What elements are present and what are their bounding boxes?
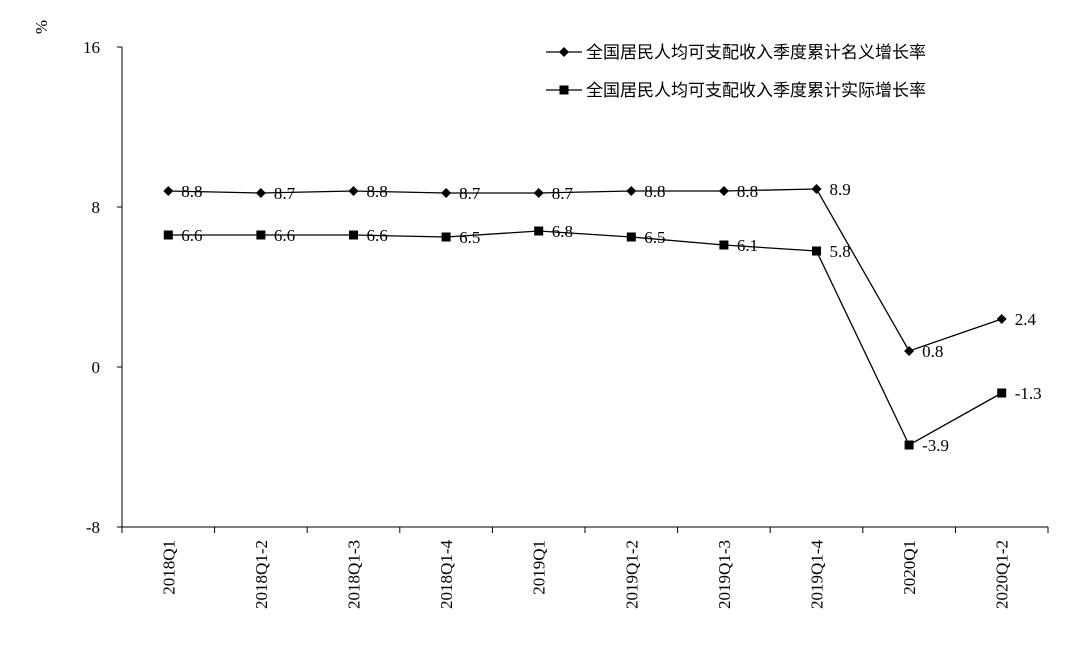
x-tick-label: 2018Q1-2: [252, 540, 271, 609]
x-tick-label: 2020Q1: [900, 540, 919, 595]
y-tick-label: -8: [86, 518, 100, 537]
data-label: 8.7: [459, 184, 481, 203]
data-label: 8.7: [552, 184, 574, 203]
data-label: 8.7: [274, 184, 296, 203]
y-tick-label: 16: [83, 38, 100, 57]
x-tick-label: 2020Q1-2: [993, 540, 1012, 609]
series-line-1: [168, 188, 1002, 352]
square-marker: [719, 240, 729, 250]
diamond-marker: [559, 47, 569, 57]
x-tick-label: 2019Q1-2: [622, 540, 641, 609]
square-marker: [349, 230, 358, 240]
data-label: 6.8: [552, 222, 573, 241]
diamond-marker: [996, 314, 1007, 324]
series-line-2: [168, 230, 1003, 446]
chart-data-labels: 8.8 8.7 8.8 8.7 8.7 8.8 8.8 8.9 0.8 2.4 6.6 6.6 6.6 6…: [181, 180, 1041, 455]
y-tick-label: 8: [92, 198, 101, 217]
data-label: 2.4: [1015, 310, 1037, 329]
x-tick-label: 2018Q1-4: [437, 540, 456, 609]
square-marker: [163, 230, 173, 240]
data-label: 6.1: [737, 236, 758, 255]
diamond-marker: [904, 346, 915, 356]
data-label: 6.6: [367, 226, 388, 245]
data-label: 8.8: [181, 182, 202, 201]
data-label: 6.5: [459, 228, 480, 247]
legend-label-1: 全国居民人均可支配收入季度累计名义增长率: [586, 43, 926, 62]
chart-axes: -8 0 8 16% 2018Q1 2018Q1-2 2018Q1-3 2018Q1-4 201…: [32, 20, 1049, 609]
diamond-marker: [348, 186, 359, 196]
diamond-marker: [626, 186, 637, 196]
square-marker: [812, 246, 821, 256]
data-label: 8.8: [737, 182, 758, 201]
diamond-marker: [718, 186, 729, 196]
square-marker: [534, 226, 544, 236]
data-label: 5.8: [830, 242, 851, 261]
data-label: 8.9: [830, 180, 851, 199]
data-label: -3.9: [922, 436, 949, 455]
x-tick-label: 2019Q1-4: [808, 540, 827, 609]
data-label: 0.8: [922, 342, 943, 361]
x-tick-label: 2019Q1: [530, 540, 549, 595]
diamond-marker: [255, 188, 266, 198]
diamond-marker: [533, 188, 544, 198]
square-marker: [997, 388, 1007, 398]
y-tick-label: 0: [92, 358, 101, 377]
data-label: 6.6: [181, 226, 202, 245]
data-label: 8.8: [644, 182, 665, 201]
data-label: -1.3: [1015, 384, 1042, 403]
diamond-marker: [441, 188, 452, 198]
x-tick-label: 2019Q1-3: [715, 540, 734, 609]
x-tick-label: 2018Q1-3: [345, 540, 364, 609]
data-label: 6.5: [644, 228, 665, 247]
legend-label-2: 全国居民人均可支配收入季度累计实际增长率: [586, 81, 926, 100]
chart-series: [163, 184, 1007, 450]
square-marker: [441, 232, 451, 242]
data-label: 8.8: [367, 182, 388, 201]
square-marker: [256, 230, 266, 240]
x-tick-label: 2018Q1: [159, 540, 178, 595]
square-marker: [626, 232, 636, 242]
diamond-marker: [163, 186, 174, 196]
data-label: 6.6: [274, 226, 295, 245]
square-marker: [904, 440, 914, 450]
square-marker: [559, 85, 569, 95]
diamond-marker: [811, 184, 822, 194]
y-axis-label: %: [32, 20, 51, 34]
